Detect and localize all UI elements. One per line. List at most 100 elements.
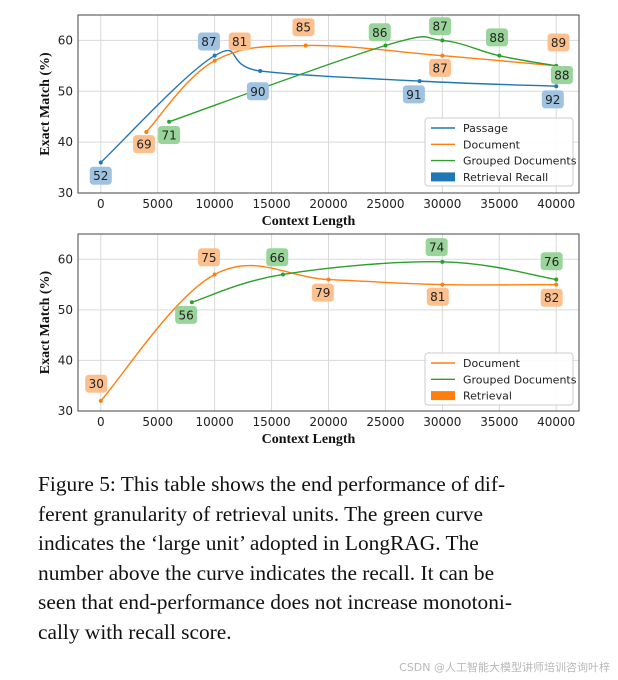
recall-label-bg (540, 252, 563, 271)
data-point (417, 79, 422, 84)
data-point (98, 398, 103, 403)
recall-label: 30 (89, 377, 104, 391)
recall-label: 81 (430, 290, 445, 304)
data-point (497, 53, 502, 58)
x-tick-label: 0 (97, 415, 105, 429)
legend-swatch-patch (431, 391, 455, 401)
data-point (554, 277, 559, 282)
y-tick-label: 40 (58, 353, 73, 367)
data-point (98, 160, 103, 165)
recall-label-bg (550, 66, 573, 85)
watermark: CSDN @人工智能大模型讲师培训咨询叶梓 (399, 661, 610, 674)
recall-label: 76 (544, 255, 559, 269)
caption-line: cally with recall score. (38, 619, 232, 644)
x-axis-label: Context Length (262, 432, 356, 447)
chart-top: 0 5000 10000 15000 20000 25000 30000 35000 40000… (38, 14, 580, 229)
x-tick-label: 30000 (423, 197, 461, 211)
recall-label: 90 (250, 85, 265, 99)
chart-bottom: 0 5000 10000 15000 20000 25000 30000 35000 40000… (38, 233, 580, 447)
x-tick-label: 25000 (366, 415, 404, 429)
x-tick-label: 10000 (196, 415, 234, 429)
x-tick-label: 10000 (196, 197, 234, 211)
recall-label-bg (197, 248, 220, 267)
plot-frame (77, 233, 580, 412)
recall-label-bg (540, 288, 563, 307)
data-point (258, 68, 263, 73)
recall-label: 69 (136, 138, 151, 152)
y-tick-label: 60 (58, 252, 73, 266)
caption-line: seen that end-performance does not incre… (38, 590, 512, 614)
recall-label-bg (429, 17, 452, 36)
data-point (326, 277, 331, 282)
x-tick-label: 20000 (309, 415, 347, 429)
data-point (440, 53, 445, 58)
recall-label: 79 (315, 286, 330, 300)
series-line (100, 264, 557, 402)
recall-label-bg (486, 28, 509, 47)
legend-label: Document (463, 138, 521, 151)
data-point (189, 300, 194, 305)
recall-label-bg (426, 287, 449, 306)
series-line (191, 261, 557, 303)
recall-label: 88 (554, 69, 569, 83)
recall-label-bg (133, 135, 156, 154)
data-point (554, 282, 559, 287)
recall-label-bg (368, 23, 391, 42)
data-point (440, 259, 445, 264)
y-tick-label: 30 (58, 186, 73, 200)
recall-label-bg (266, 248, 289, 267)
recall-label: 71 (161, 129, 176, 143)
x-tick-label: 40000 (537, 415, 575, 429)
caption-line: indicates the ‘large unit’ adopted in Lo… (38, 531, 479, 555)
recall-label-bg (85, 374, 108, 393)
legend-box (424, 352, 574, 406)
data-point (144, 129, 149, 134)
legend-label: Passage (463, 122, 508, 135)
y-axis-label: Exact Match (%) (38, 52, 53, 156)
caption-line: number above the curve indicates the rec… (38, 560, 495, 585)
caption-line: Figure 5: This table shows the end perfo… (38, 472, 506, 496)
data-point (280, 272, 285, 277)
x-tick-label: 15000 (252, 415, 290, 429)
y-tick-label: 30 (58, 404, 73, 418)
recall-label-bg (292, 18, 315, 37)
recall-label-bg (175, 305, 198, 324)
data-point (440, 282, 445, 287)
recall-label: 75 (201, 251, 216, 265)
recall-label: 89 (551, 36, 566, 50)
recall-label-bg (311, 283, 334, 302)
recall-label-bg (246, 82, 269, 101)
legend-box (424, 117, 574, 187)
legend-label: Grouped Documents (463, 155, 577, 168)
data-point (212, 53, 217, 58)
recall-label: 82 (544, 291, 559, 305)
recall-label: 56 (179, 308, 194, 322)
recall-label-bg (228, 32, 251, 51)
recall-label-bg (429, 58, 452, 77)
x-tick-label: 30000 (423, 415, 461, 429)
caption-line: ferent granularity of retrieval units. T… (38, 501, 484, 526)
recall-label: 87 (432, 20, 447, 34)
recall-label-bg (402, 85, 425, 104)
x-tick-label: 5000 (142, 415, 173, 429)
recall-label: 66 (270, 251, 285, 265)
recall-label-bg (425, 238, 448, 257)
legend-label: Document (463, 357, 521, 370)
recall-label: 87 (201, 35, 216, 49)
y-tick-label: 50 (58, 303, 73, 317)
recall-label-bg (89, 166, 112, 185)
plot-frame (77, 14, 580, 194)
data-point (383, 43, 388, 48)
recall-label: 88 (489, 31, 504, 45)
recall-label: 87 (432, 61, 447, 75)
recall-label-bg (158, 126, 181, 145)
x-axis-label: Context Length (262, 214, 356, 229)
recall-label: 85 (296, 21, 311, 35)
figure-canvas: 0 5000 10000 15000 20000 25000 30000 35000 40000… (38, 14, 580, 447)
x-tick-label: 5000 (142, 197, 173, 211)
legend-label: Retrieval Recall (463, 171, 548, 184)
recall-label: 74 (429, 241, 444, 255)
data-point (167, 119, 172, 124)
legend-swatch-patch (431, 172, 455, 182)
recall-label: 52 (93, 169, 108, 183)
